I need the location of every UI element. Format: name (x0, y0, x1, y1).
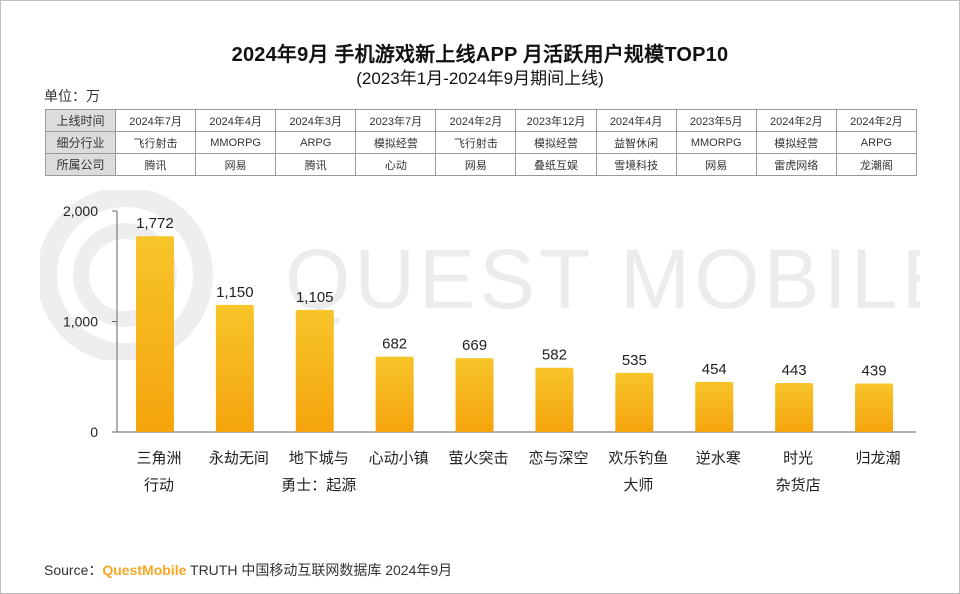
table-cell: 模拟经营 (755, 131, 837, 154)
x-tick-label: 地下城与 (289, 450, 349, 467)
table-row-header: 上线时间 (45, 109, 116, 132)
table-row: 上线时间 2024年7月 2024年4月 2024年3月 2023年7月 2024年2月 2… (45, 109, 917, 132)
x-tick-label: 永劫无间 (209, 450, 269, 467)
source-text: TRUTH 中国移动互联网数据库 2024年9月 (186, 562, 453, 578)
x-tick-label: 行动 (144, 477, 174, 494)
table-cell: 模拟经营 (515, 131, 597, 154)
chart-title: 2024年9月 手机游戏新上线APP 月活跃用户规模TOP10 (231, 44, 729, 66)
x-tick-label: 恋与深空 (528, 449, 588, 467)
table-row-header: 所属公司 (45, 153, 116, 176)
table-cell: 模拟经营 (355, 131, 437, 154)
table-cell: MMORPG (675, 131, 757, 154)
table-cell: 飞行射击 (114, 131, 197, 154)
table-row-header: 细分行业 (45, 131, 116, 154)
chart-subtitle: (2023年1月-2024年9月期间上线) (356, 69, 604, 88)
table-cell: 2024年2月 (835, 109, 917, 132)
watermark-text: QUEST MOBILE (285, 232, 920, 326)
table-cell: MMORPG (195, 131, 277, 154)
y-tick-label: 0 (90, 424, 98, 440)
table-cell: 2024年2月 (755, 109, 837, 132)
y-tick-label: 2,000 (63, 203, 98, 219)
table-cell: 2024年2月 (435, 109, 517, 132)
table-cell: 网易 (675, 153, 757, 176)
x-tick-label: 勇士：起源 (281, 477, 356, 494)
bar (375, 356, 414, 432)
bar (295, 309, 334, 432)
source-brand: QuestMobile (102, 562, 187, 578)
source-prefix: Source： (44, 562, 103, 578)
table-cell: 益智休闲 (595, 131, 677, 154)
bar-value-label: 443 (782, 362, 807, 379)
x-tick-label: 时光 (783, 450, 813, 467)
x-tick-label: 欢乐钓鱼 (608, 449, 668, 467)
table-cell: 雷虎网络 (755, 153, 837, 176)
x-tick-label: 萤火突击 (449, 450, 509, 467)
bar (455, 358, 494, 432)
bar-value-label: 439 (862, 362, 887, 379)
source-note: Source：QuestMobile TRUTH 中国移动互联网数据库 2024… (44, 560, 452, 580)
x-tick-label: 逆水寒 (696, 449, 741, 467)
x-tick-label: 三角洲 (136, 450, 181, 467)
bar-value-label: 535 (622, 352, 647, 369)
table-cell: 飞行射击 (435, 131, 517, 154)
bar (135, 236, 174, 432)
table-cell: 腾讯 (114, 153, 197, 176)
table-cell: 2023年5月 (675, 109, 757, 132)
bar-value-label: 454 (702, 361, 727, 378)
bar-value-label: 669 (462, 337, 487, 354)
bar (775, 383, 814, 432)
table-row: 所属公司 腾讯 网易 腾讯 心动 网易 叠纸互娱 雪境科技 网易 雷虎网络 龙潮阁 (45, 153, 917, 176)
info-table: 上线时间 2024年7月 2024年4月 2024年3月 2023年7月 2024年2月 2… (45, 109, 917, 176)
bar (855, 383, 894, 432)
table-cell: 2023年7月 (355, 109, 437, 132)
x-tick-label: 杂货店 (776, 477, 821, 494)
table-cell: 2024年4月 (195, 109, 277, 132)
table-row: 细分行业 飞行射击 MMORPG ARPG 模拟经营 飞行射击 模拟经营 益智休闲 MMORPG… (45, 131, 917, 154)
table-cell: 2024年4月 (595, 109, 677, 132)
bar (695, 381, 734, 432)
table-cell: ARPG (275, 131, 357, 154)
table-cell: 雪境科技 (595, 153, 677, 176)
table-cell: 网易 (435, 153, 517, 176)
x-tick-label: 心动小镇 (369, 450, 429, 467)
bar (615, 372, 654, 432)
watermark: QUEST MOBILE (40, 190, 920, 360)
bar-value-label: 1,150 (216, 284, 254, 301)
table-cell: 腾讯 (275, 153, 357, 176)
x-tick-label: 归龙潮 (856, 450, 901, 467)
table-cell: 心动 (355, 153, 437, 176)
table-cell: 叠纸互娱 (515, 153, 597, 176)
y-tick-label: 1,000 (63, 314, 98, 330)
bar-value-label: 582 (542, 347, 567, 364)
table-cell: 网易 (195, 153, 277, 176)
bar (535, 367, 574, 432)
bar (215, 304, 254, 432)
table-cell: 2023年12月 (515, 109, 597, 132)
table-cell: ARPG (835, 131, 917, 154)
table-cell: 龙潮阁 (835, 153, 917, 176)
table-cell: 2024年3月 (275, 109, 357, 132)
bar-value-label: 1,105 (296, 289, 334, 306)
x-tick-label: 大师 (623, 477, 653, 494)
bar-value-label: 682 (382, 336, 407, 353)
bar-value-label: 1,772 (136, 215, 174, 232)
unit-label: 单位：万 (44, 88, 100, 104)
table-cell: 2024年7月 (114, 109, 197, 132)
